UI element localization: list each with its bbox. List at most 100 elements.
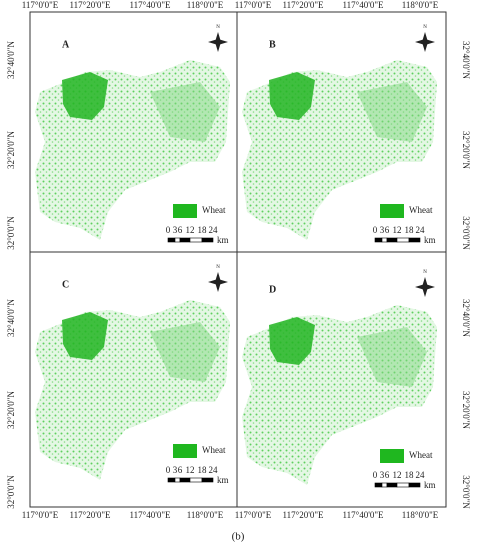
- scale-segment: [179, 477, 191, 483]
- legend-swatch: [173, 204, 197, 218]
- wheat-map: [35, 300, 230, 480]
- north-label: N: [423, 270, 427, 275]
- lat-label: 32°40'0"N: [461, 299, 471, 337]
- lat-label: 32°40'0"N: [6, 41, 16, 79]
- scale-segment: [386, 482, 398, 488]
- panel-label: B: [269, 39, 276, 50]
- scale-label: 24: [209, 465, 219, 475]
- lon-label: 117°0'0"E: [235, 0, 272, 10]
- scale-label: 18: [405, 225, 415, 235]
- scale-segment: [167, 477, 176, 483]
- scale-segment: [167, 237, 176, 243]
- legend-label: Wheat: [202, 445, 226, 455]
- north-label: N: [216, 265, 220, 270]
- lon-label: 117°20'0"E: [69, 510, 111, 520]
- scale-label: 0: [166, 465, 171, 475]
- legend-label: Wheat: [409, 205, 433, 215]
- scale-label: 18: [198, 225, 208, 235]
- scale-label: 12: [393, 470, 402, 480]
- north-arrow: [208, 39, 228, 45]
- scale-segment: [381, 482, 388, 488]
- north-arrow: [208, 279, 228, 285]
- panel-label: D: [269, 284, 276, 295]
- scale-segment: [374, 237, 383, 243]
- scale-label: 12: [186, 225, 195, 235]
- wheat-map: [242, 305, 437, 485]
- north-label: N: [423, 25, 427, 30]
- lat-label: 32°20'0"N: [6, 391, 16, 429]
- scale-segment: [174, 237, 181, 243]
- scale-label: 24: [416, 470, 426, 480]
- scale-label: 12: [186, 465, 195, 475]
- scale-label: 12: [393, 225, 402, 235]
- scale-segment: [374, 482, 383, 488]
- scale-segment: [189, 237, 203, 243]
- lon-label: 117°40'0"E: [129, 510, 171, 520]
- lon-label: 117°20'0"E: [282, 0, 324, 10]
- scale-label: 6: [178, 225, 183, 235]
- scale-label: 18: [198, 465, 208, 475]
- legend-swatch: [173, 444, 197, 458]
- wheat-map: [242, 60, 437, 240]
- scale-segment: [201, 237, 214, 243]
- lon-label: 118°0'0"E: [402, 510, 439, 520]
- scale-segment: [396, 482, 410, 488]
- scale-segment: [408, 237, 421, 243]
- scale-label: 6: [385, 470, 390, 480]
- lat-label: 32°0'0"N: [6, 475, 16, 509]
- lat-label: 32°0'0"N: [6, 216, 16, 250]
- scale-unit: km: [217, 475, 229, 485]
- caption: (b): [232, 531, 245, 543]
- panel-label: A: [62, 39, 70, 50]
- scale-label: 0: [373, 225, 378, 235]
- lon-label: 117°20'0"E: [282, 510, 324, 520]
- scale-segment: [408, 482, 421, 488]
- wheat-map: [35, 60, 230, 240]
- lon-label: 118°0'0"E: [187, 0, 224, 10]
- north-arrow: [415, 284, 435, 290]
- scale-segment: [179, 237, 191, 243]
- lon-label: 117°40'0"E: [342, 0, 384, 10]
- scale-label: 3: [173, 225, 178, 235]
- lon-label: 117°40'0"E: [129, 0, 171, 10]
- scale-label: 24: [209, 225, 219, 235]
- north-label: N: [216, 25, 220, 30]
- lon-label: 118°0'0"E: [187, 510, 224, 520]
- scale-segment: [386, 237, 398, 243]
- lon-label: 118°0'0"E: [402, 0, 439, 10]
- scale-segment: [396, 237, 410, 243]
- scale-unit: km: [217, 235, 229, 245]
- scale-label: 3: [380, 470, 385, 480]
- panel-label: C: [62, 279, 69, 290]
- lon-label: 117°0'0"E: [235, 510, 272, 520]
- lat-label: 32°20'0"N: [461, 391, 471, 429]
- scale-label: 18: [405, 470, 415, 480]
- legend-label: Wheat: [409, 450, 433, 460]
- scale-label: 24: [416, 225, 426, 235]
- north-arrow: [415, 39, 435, 45]
- lon-label: 117°0'0"E: [22, 0, 59, 10]
- lat-label: 32°20'0"N: [6, 131, 16, 169]
- lat-label: 32°40'0"N: [461, 41, 471, 79]
- scale-label: 3: [173, 465, 178, 475]
- lat-label: 32°20'0"N: [461, 131, 471, 169]
- scale-segment: [201, 477, 214, 483]
- legend-swatch: [380, 204, 404, 218]
- scale-label: 3: [380, 225, 385, 235]
- scale-unit: km: [424, 235, 436, 245]
- lon-label: 117°40'0"E: [342, 510, 384, 520]
- scale-segment: [189, 477, 203, 483]
- lat-label: 32°0'0"N: [461, 216, 471, 250]
- scale-unit: km: [424, 480, 436, 490]
- lat-label: 32°0'0"N: [461, 475, 471, 509]
- scale-segment: [174, 477, 181, 483]
- scale-label: 6: [178, 465, 183, 475]
- lon-label: 117°20'0"E: [69, 0, 111, 10]
- legend-label: Wheat: [202, 205, 226, 215]
